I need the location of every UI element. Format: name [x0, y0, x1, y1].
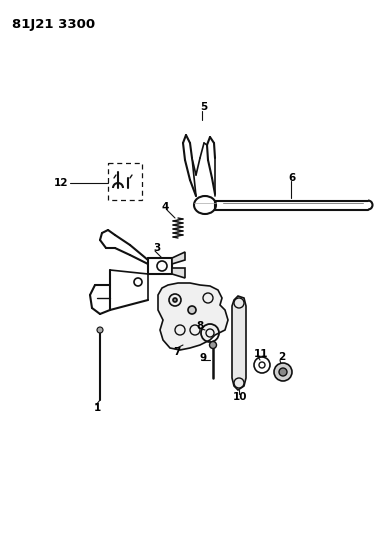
Circle shape — [188, 306, 196, 314]
Circle shape — [97, 327, 103, 333]
Text: 12: 12 — [53, 178, 68, 188]
Polygon shape — [172, 268, 185, 278]
Circle shape — [279, 368, 287, 376]
Text: 8: 8 — [196, 321, 203, 331]
Text: 6: 6 — [288, 173, 295, 183]
Circle shape — [173, 298, 177, 302]
Text: 1: 1 — [94, 403, 101, 413]
Text: 2: 2 — [278, 352, 285, 362]
Text: 10: 10 — [233, 392, 248, 402]
Text: 7: 7 — [173, 347, 180, 357]
Polygon shape — [232, 296, 246, 390]
Text: 5: 5 — [200, 102, 207, 112]
Polygon shape — [172, 252, 185, 264]
Polygon shape — [158, 283, 228, 350]
Circle shape — [274, 363, 292, 381]
Text: 11: 11 — [254, 349, 269, 359]
Circle shape — [209, 342, 216, 349]
Text: 9: 9 — [199, 353, 206, 363]
Text: 81J21 3300: 81J21 3300 — [12, 18, 95, 31]
Text: 4: 4 — [162, 202, 170, 212]
Text: 3: 3 — [153, 243, 160, 253]
